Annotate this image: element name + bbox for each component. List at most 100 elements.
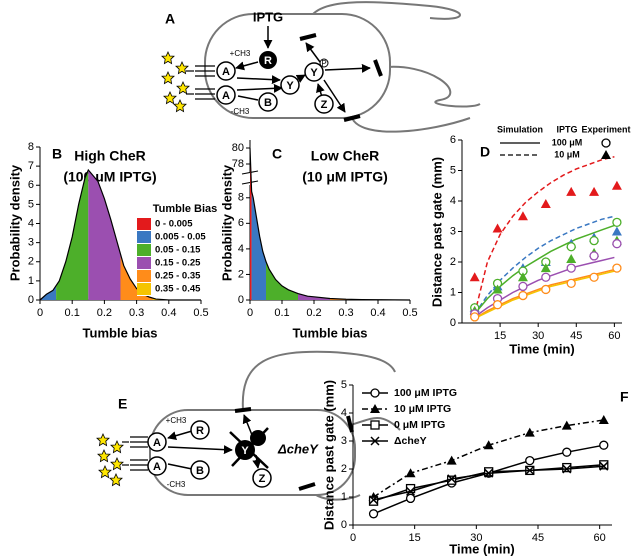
y-tick-label: 0 xyxy=(450,317,456,329)
marker xyxy=(524,427,535,437)
y-tick-label: 2 xyxy=(341,463,347,475)
y-tick-label: 0 xyxy=(341,519,347,531)
y-tick-label: 2 xyxy=(238,268,244,280)
panel-letter: E xyxy=(118,396,127,412)
legend-swatch xyxy=(137,218,151,230)
marker xyxy=(589,272,599,282)
marker xyxy=(612,217,622,228)
marker xyxy=(492,284,503,294)
y-axis-label: Probability density xyxy=(7,164,22,281)
x-axis-label: Time (min) xyxy=(449,541,515,556)
y-tick-label: 4 xyxy=(238,243,244,255)
node-label: B xyxy=(264,97,272,109)
y-tick-label: 78 xyxy=(232,158,244,170)
x-tick-label: 15 xyxy=(494,330,506,342)
x-tick-label: 30 xyxy=(470,532,482,544)
panel-letter: C xyxy=(272,146,282,162)
marker xyxy=(601,138,611,148)
node-label: Z xyxy=(259,473,266,485)
y-tick-label: 4 xyxy=(450,195,456,207)
legend-swatch xyxy=(137,257,151,269)
series-line xyxy=(474,215,615,315)
marker xyxy=(562,447,572,457)
marker xyxy=(469,272,480,282)
legend-label: 100 μM xyxy=(552,137,583,147)
marker xyxy=(518,281,528,292)
y-tick-label: 3 xyxy=(450,225,456,237)
node-label: Y xyxy=(310,67,318,79)
marker xyxy=(517,211,528,221)
legend-swatch xyxy=(137,244,151,256)
node-label: A xyxy=(222,90,230,102)
methyl-label: -CH3 xyxy=(231,107,250,116)
x-tick-label: 0.3 xyxy=(338,307,353,319)
marker xyxy=(589,235,599,246)
marker xyxy=(599,460,609,470)
methyl-label: +CH3 xyxy=(230,49,251,58)
x-tick-label: 0.4 xyxy=(161,307,176,319)
marker xyxy=(612,239,622,249)
iptg-label: IPTG xyxy=(253,9,283,24)
legend-header: Simulation xyxy=(497,124,543,134)
x-tick-label: 15 xyxy=(409,532,421,544)
marker xyxy=(470,312,480,322)
chart-title: High CheR xyxy=(74,148,146,164)
y-axis-label: Distance past gate (mm) xyxy=(429,157,444,307)
y-tick-label: 6 xyxy=(28,179,34,191)
x-tick-label: 0.3 xyxy=(129,307,144,319)
legend-label: 10 μM xyxy=(554,149,580,159)
y-tick-label: 5 xyxy=(28,198,34,210)
y-tick-label: 2 xyxy=(28,256,34,268)
marker xyxy=(599,461,609,471)
methyl-label: -CH3 xyxy=(167,480,186,489)
legend-swatch xyxy=(137,231,151,243)
band-area xyxy=(88,169,121,300)
marker xyxy=(405,493,416,504)
x-tick-label: 0 xyxy=(37,307,43,319)
marker xyxy=(484,467,494,477)
marker xyxy=(541,284,551,295)
marker xyxy=(566,242,576,252)
x-tick-label: 45 xyxy=(570,330,582,342)
chart-title: (100 μM IPTG) xyxy=(63,169,156,185)
x-tick-label: 0 xyxy=(350,532,356,544)
legend-swatch xyxy=(137,270,151,282)
y-tick-label: 4 xyxy=(341,407,347,419)
marker xyxy=(598,415,609,424)
legend-label: ΔcheY xyxy=(394,435,427,447)
marker xyxy=(611,180,622,190)
y-tick-label: 0 xyxy=(28,294,34,306)
marker xyxy=(566,186,577,196)
node-label: A xyxy=(153,437,161,449)
x-axis-label: Tumble bias xyxy=(83,325,158,340)
y-tick-label: 8 xyxy=(238,192,244,204)
marker xyxy=(405,468,416,478)
chart-title: (10 μM IPTG) xyxy=(302,169,388,185)
panel-letter: B xyxy=(52,146,62,162)
marker xyxy=(611,226,622,236)
marker xyxy=(368,496,379,506)
mutant-label: ΔcheY xyxy=(277,441,319,456)
marker xyxy=(601,150,611,159)
x-axis-label: Time (min) xyxy=(509,341,575,356)
diagram-e: A A R B Z Y +CH3 -CH3 ΔcheY xyxy=(96,350,401,501)
series-line xyxy=(473,156,615,315)
marker xyxy=(370,388,380,398)
marker xyxy=(525,465,535,475)
density-curve xyxy=(249,147,411,301)
marker xyxy=(612,263,622,273)
marker xyxy=(562,462,572,473)
marker xyxy=(370,436,380,446)
marker xyxy=(483,440,494,450)
marker xyxy=(369,495,379,505)
marker xyxy=(589,186,600,196)
y-tick-label: 1 xyxy=(341,491,347,503)
panel-letter: A xyxy=(165,11,175,27)
node-label: A xyxy=(153,461,161,473)
legend-swatch xyxy=(137,283,151,295)
y-tick-label: 6 xyxy=(238,217,244,229)
marker xyxy=(447,474,457,484)
marker xyxy=(540,199,551,209)
marker xyxy=(525,455,535,466)
y-tick-label: 6 xyxy=(450,134,456,146)
